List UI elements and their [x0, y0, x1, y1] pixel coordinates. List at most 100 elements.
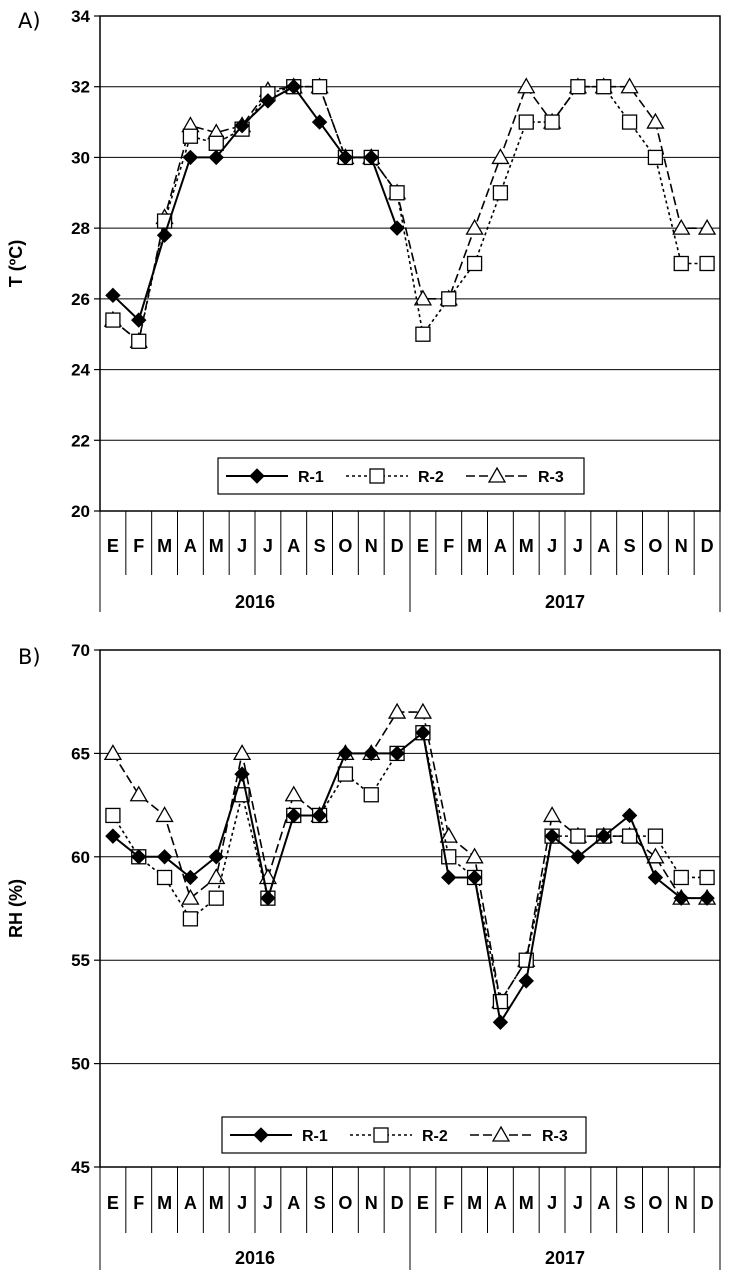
data-point: [389, 185, 405, 201]
x-tick-label: M: [519, 1193, 534, 1213]
legend-label: R-1: [302, 1128, 328, 1145]
year-label: 2017: [545, 592, 585, 612]
year-label: 2017: [545, 1248, 585, 1268]
data-point: [181, 888, 200, 905]
data-point: [234, 117, 250, 134]
legend-label: R-2: [422, 1128, 448, 1145]
data-point: [570, 828, 586, 844]
data-point: [389, 220, 405, 236]
data-point: [389, 745, 405, 762]
data-point: [465, 218, 484, 235]
legend: R-1 R-2 R-3: [217, 457, 585, 495]
data-point: [105, 312, 121, 328]
legend-marker: [373, 1127, 389, 1143]
x-tick-label: A: [287, 536, 300, 556]
data-point: [647, 828, 664, 844]
x-tick-label: A: [597, 536, 610, 556]
legend-label: R-2: [418, 469, 444, 486]
y-tick-label: 24: [71, 361, 90, 380]
data-point: [129, 785, 148, 802]
x-tick-label: D: [701, 1193, 714, 1213]
data-point: [131, 312, 147, 328]
x-tick-label: N: [675, 536, 688, 556]
x-tick-label: S: [314, 536, 326, 556]
x-tick-label: N: [365, 536, 378, 556]
panel-label: B): [18, 645, 41, 669]
data-point: [517, 77, 536, 94]
data-point: [131, 849, 147, 865]
legend-marker: [369, 468, 385, 484]
data-point: [620, 77, 639, 94]
x-tick-label: O: [338, 1193, 352, 1213]
plot-area: [99, 649, 721, 1168]
data-point: [621, 114, 638, 130]
data-point: [544, 114, 560, 130]
x-tick-label: M: [519, 536, 534, 556]
x-tick-label: J: [237, 536, 247, 556]
data-point: [337, 149, 354, 166]
x-tick-label: M: [467, 1193, 482, 1213]
data-point: [311, 807, 328, 824]
year-label: 2016: [235, 1248, 275, 1268]
data-point: [621, 828, 638, 844]
data-point: [492, 185, 509, 201]
data-point: [156, 849, 173, 865]
data-point: [647, 869, 664, 886]
data-point: [156, 869, 173, 886]
y-tick-label: 55: [71, 951, 90, 970]
y-tick-label: 32: [71, 78, 90, 97]
data-point: [415, 326, 431, 342]
y-tick-label: 20: [71, 502, 90, 521]
data-point: [673, 890, 689, 906]
data-point: [155, 806, 174, 823]
legend-item-r-1: R-1: [226, 468, 324, 486]
y-tick-label: 65: [71, 744, 90, 763]
data-point: [105, 828, 121, 844]
data-point: [286, 807, 302, 824]
x-tick-label: F: [443, 1193, 454, 1213]
x-tick-label: N: [365, 1193, 378, 1213]
x-tick-label: M: [209, 536, 224, 556]
y-tick-label: 22: [71, 431, 90, 450]
x-tick-label: D: [391, 1193, 404, 1213]
x-tick-label: E: [417, 1193, 429, 1213]
data-point: [415, 725, 431, 741]
data-point: [518, 973, 534, 989]
data-point: [646, 112, 665, 129]
data-point: [570, 79, 586, 95]
x-tick-label: J: [573, 1193, 583, 1213]
data-point: [570, 849, 586, 865]
y-tick-label: 26: [71, 290, 90, 309]
series-r-2: [105, 725, 715, 1010]
series-line: [112, 730, 708, 1025]
data-point: [441, 869, 457, 886]
series-line: [112, 85, 708, 343]
data-point: [156, 227, 173, 243]
data-point: [699, 255, 715, 272]
legend-item-r-1: R-1: [230, 1127, 328, 1145]
data-point: [491, 148, 510, 165]
legend-label: R-3: [542, 1128, 568, 1145]
x-tick-label: O: [648, 1193, 662, 1213]
x-tick-label: D: [391, 536, 404, 556]
data-point: [542, 806, 562, 823]
y-tick-label: 50: [71, 1055, 90, 1074]
x-tick-label: J: [263, 536, 273, 556]
x-tick-label: J: [263, 1193, 273, 1213]
data-point: [492, 1014, 509, 1030]
y-tick-label: 30: [71, 148, 90, 167]
x-tick-label: F: [443, 536, 454, 556]
legend-item-r-2: R-2: [350, 1127, 448, 1145]
x-tick-label: E: [417, 536, 429, 556]
data-point: [363, 787, 379, 803]
x-tick-label: N: [675, 1193, 688, 1213]
data-point: [697, 218, 717, 235]
data-point: [234, 766, 250, 782]
legend-item-r-3: R-3: [470, 1125, 568, 1145]
data-point: [105, 287, 121, 304]
x-tick-label: A: [184, 1193, 197, 1213]
x-tick-label: O: [648, 536, 662, 556]
x-tick-label: J: [573, 536, 583, 556]
